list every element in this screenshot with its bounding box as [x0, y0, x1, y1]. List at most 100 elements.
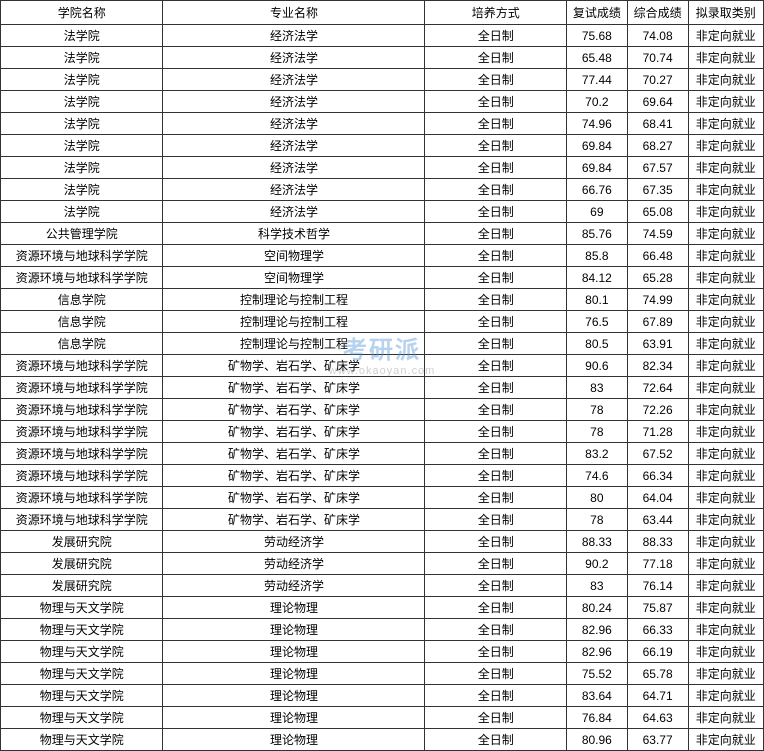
table-cell: 法学院 [1, 69, 163, 91]
header-row: 学院名称专业名称培养方式复试成绩综合成绩拟录取类别 [1, 1, 764, 25]
table-cell: 全日制 [425, 575, 566, 597]
table-cell: 78 [566, 399, 627, 421]
table-cell: 非定向就业 [688, 289, 764, 311]
table-cell: 非定向就业 [688, 465, 764, 487]
table-cell: 法学院 [1, 47, 163, 69]
header-cell-type: 拟录取类别 [688, 1, 764, 25]
table-row: 资源环境与地球科学学院矿物学、岩石学、矿床学全日制8372.64非定向就业 [1, 377, 764, 399]
header-cell-school: 学院名称 [1, 1, 163, 25]
table-cell: 70.74 [627, 47, 688, 69]
table-cell: 72.26 [627, 399, 688, 421]
table-cell: 发展研究院 [1, 553, 163, 575]
table-cell: 理论物理 [163, 641, 425, 663]
table-cell: 非定向就业 [688, 641, 764, 663]
table-cell: 物理与天文学院 [1, 707, 163, 729]
table-cell: 全日制 [425, 531, 566, 553]
table-cell: 资源环境与地球科学学院 [1, 509, 163, 531]
table-header: 学院名称专业名称培养方式复试成绩综合成绩拟录取类别 [1, 1, 764, 25]
table-row: 物理与天文学院理论物理全日制83.6464.71非定向就业 [1, 685, 764, 707]
table-cell: 劳动经济学 [163, 531, 425, 553]
table-cell: 非定向就业 [688, 509, 764, 531]
table-cell: 69 [566, 201, 627, 223]
table-cell: 70.2 [566, 91, 627, 113]
table-cell: 65.28 [627, 267, 688, 289]
table-cell: 全日制 [425, 157, 566, 179]
table-row: 物理与天文学院理论物理全日制80.9663.77非定向就业 [1, 729, 764, 751]
table-cell: 经济法学 [163, 25, 425, 47]
table-row: 物理与天文学院理论物理全日制80.2475.87非定向就业 [1, 597, 764, 619]
table-cell: 全日制 [425, 47, 566, 69]
table-row: 物理与天文学院理论物理全日制75.5265.78非定向就业 [1, 663, 764, 685]
table-cell: 非定向就业 [688, 685, 764, 707]
table-cell: 全日制 [425, 69, 566, 91]
table-cell: 非定向就业 [688, 487, 764, 509]
table-cell: 资源环境与地球科学学院 [1, 245, 163, 267]
table-row: 资源环境与地球科学学院矿物学、岩石学、矿床学全日制8064.04非定向就业 [1, 487, 764, 509]
table-cell: 劳动经济学 [163, 553, 425, 575]
table-cell: 全日制 [425, 311, 566, 333]
table-cell: 非定向就业 [688, 91, 764, 113]
header-cell-mode: 培养方式 [425, 1, 566, 25]
table-cell: 78 [566, 421, 627, 443]
table-cell: 78 [566, 509, 627, 531]
table-cell: 全日制 [425, 707, 566, 729]
table-cell: 物理与天文学院 [1, 619, 163, 641]
table-cell: 67.52 [627, 443, 688, 465]
table-cell: 法学院 [1, 91, 163, 113]
table-cell: 非定向就业 [688, 399, 764, 421]
table-cell: 74.99 [627, 289, 688, 311]
table-row: 法学院经济法学全日制69.8467.57非定向就业 [1, 157, 764, 179]
table-row: 资源环境与地球科学学院空间物理学全日制84.1265.28非定向就业 [1, 267, 764, 289]
table-cell: 理论物理 [163, 619, 425, 641]
table-row: 信息学院控制理论与控制工程全日制76.567.89非定向就业 [1, 311, 764, 333]
table-cell: 非定向就业 [688, 729, 764, 751]
table-cell: 80.24 [566, 597, 627, 619]
table-cell: 65.48 [566, 47, 627, 69]
table-cell: 全日制 [425, 443, 566, 465]
table-cell: 76.5 [566, 311, 627, 333]
table-cell: 全日制 [425, 421, 566, 443]
table-cell: 矿物学、岩石学、矿床学 [163, 421, 425, 443]
table-cell: 66.19 [627, 641, 688, 663]
table-cell: 76.14 [627, 575, 688, 597]
table-row: 法学院经济法学全日制74.9668.41非定向就业 [1, 113, 764, 135]
table-row: 资源环境与地球科学学院矿物学、岩石学、矿床学全日制7871.28非定向就业 [1, 421, 764, 443]
table-row: 发展研究院劳动经济学全日制90.277.18非定向就业 [1, 553, 764, 575]
table-cell: 75.52 [566, 663, 627, 685]
table-cell: 矿物学、岩石学、矿床学 [163, 465, 425, 487]
table-cell: 全日制 [425, 179, 566, 201]
table-cell: 空间物理学 [163, 267, 425, 289]
table-cell: 75.87 [627, 597, 688, 619]
table-cell: 非定向就业 [688, 157, 764, 179]
table-row: 资源环境与地球科学学院空间物理学全日制85.866.48非定向就业 [1, 245, 764, 267]
table-cell: 经济法学 [163, 201, 425, 223]
table-row: 资源环境与地球科学学院矿物学、岩石学、矿床学全日制90.682.34非定向就业 [1, 355, 764, 377]
table-row: 信息学院控制理论与控制工程全日制80.563.91非定向就业 [1, 333, 764, 355]
table-cell: 科学技术哲学 [163, 223, 425, 245]
table-cell: 全日制 [425, 487, 566, 509]
table-cell: 非定向就业 [688, 245, 764, 267]
table-cell: 90.6 [566, 355, 627, 377]
table-cell: 非定向就业 [688, 69, 764, 91]
table-cell: 全日制 [425, 113, 566, 135]
table-cell: 非定向就业 [688, 707, 764, 729]
table-cell: 全日制 [425, 641, 566, 663]
table-cell: 全日制 [425, 509, 566, 531]
table-cell: 83 [566, 377, 627, 399]
table-cell: 全日制 [425, 619, 566, 641]
table-cell: 资源环境与地球科学学院 [1, 267, 163, 289]
header-cell-score1: 复试成绩 [566, 1, 627, 25]
table-cell: 物理与天文学院 [1, 597, 163, 619]
table-cell: 矿物学、岩石学、矿床学 [163, 399, 425, 421]
table-cell: 全日制 [425, 289, 566, 311]
table-cell: 66.33 [627, 619, 688, 641]
table-cell: 理论物理 [163, 685, 425, 707]
table-cell: 资源环境与地球科学学院 [1, 465, 163, 487]
table-cell: 非定向就业 [688, 443, 764, 465]
table-cell: 非定向就业 [688, 135, 764, 157]
table-cell: 非定向就业 [688, 223, 764, 245]
table-cell: 77.18 [627, 553, 688, 575]
table-row: 信息学院控制理论与控制工程全日制80.174.99非定向就业 [1, 289, 764, 311]
table-cell: 理论物理 [163, 597, 425, 619]
table-cell: 资源环境与地球科学学院 [1, 487, 163, 509]
